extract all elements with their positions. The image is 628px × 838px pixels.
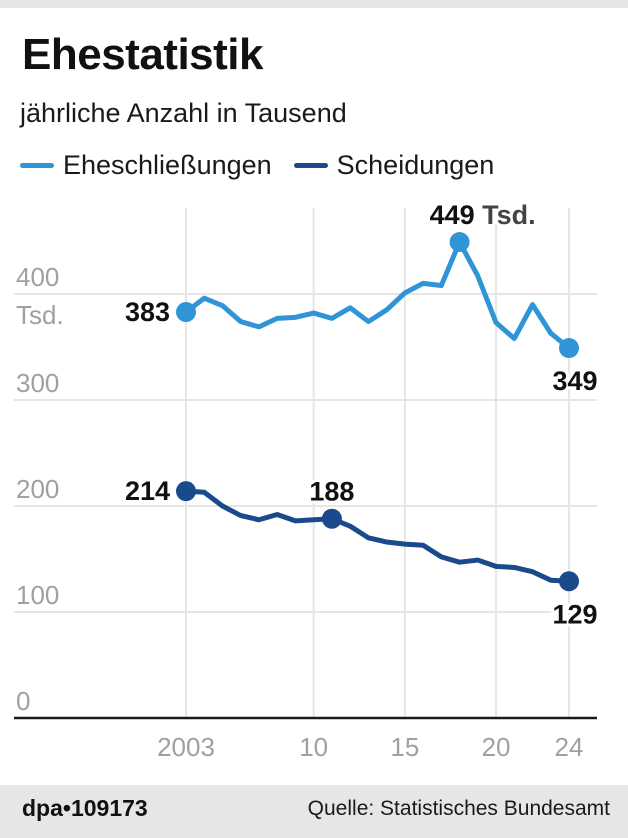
data-label-scheidungen-2011: 188 [309, 477, 354, 507]
x-tick-label-2010: 10 [299, 732, 328, 762]
legend-swatch-eheschliessungen [20, 163, 54, 168]
y-unit-label: Tsd. [16, 300, 64, 330]
data-point-marker-eheschliessungen-2003 [176, 302, 196, 323]
y-tick-label-0: 0 [16, 686, 30, 716]
data-label-unit: Tsd. [475, 200, 536, 230]
y-tick-label-100: 100 [16, 580, 59, 610]
legend-label-eheschliessungen: Eheschließungen [63, 150, 272, 180]
chart-title: Ehestatistik [22, 30, 263, 79]
legend-label-scheidungen: Scheidungen [336, 150, 495, 180]
data-label-scheidungen-2003: 214 [125, 476, 170, 506]
series-line-eheschliessungen [183, 239, 572, 351]
series-line-scheidungen [183, 488, 572, 584]
legend-item-scheidungen: Scheidungen [293, 150, 495, 181]
data-label-value: 449 [430, 200, 475, 230]
data-point-marker-eheschliessungen-2018 [449, 232, 470, 253]
x-tick-label-2003: 2003 [157, 732, 215, 762]
data-point-marker-eheschliessungen-2024 [559, 338, 579, 359]
chart-subtitle: jährliche Anzahl in Tausend [20, 98, 347, 128]
data-label-eheschliessungen-2018: 449 Tsd. [430, 200, 536, 230]
data-point-marker-scheidungen-2011 [321, 508, 342, 529]
x-tick-label-2024: 24 [555, 732, 584, 762]
agency-id: dpa•109173 [22, 795, 148, 821]
footer-bar [0, 785, 628, 838]
y-tick-label-300: 300 [16, 368, 59, 398]
data-label-eheschliessungen-2003: 383 [125, 297, 170, 327]
data-point-marker-scheidungen-2003 [176, 481, 196, 502]
data-label-scheidungen-2024: 129 [552, 599, 597, 629]
legend-swatch-scheidungen [293, 163, 328, 168]
y-tick-label-200: 200 [16, 474, 59, 504]
y-tick-label-400: 400 [16, 262, 59, 292]
legend: Eheschließungen Scheidungen [20, 150, 516, 181]
top-bar [0, 0, 628, 8]
legend-item-eheschliessungen: Eheschließungen [20, 150, 272, 181]
source-note: Quelle: Statistisches Bundesamt [307, 797, 610, 820]
x-tick-label-2015: 15 [390, 732, 419, 762]
x-tick-label-2020: 20 [482, 732, 511, 762]
data-label-eheschliessungen-2024: 349 [552, 366, 597, 396]
data-point-marker-scheidungen-2024 [559, 571, 579, 592]
